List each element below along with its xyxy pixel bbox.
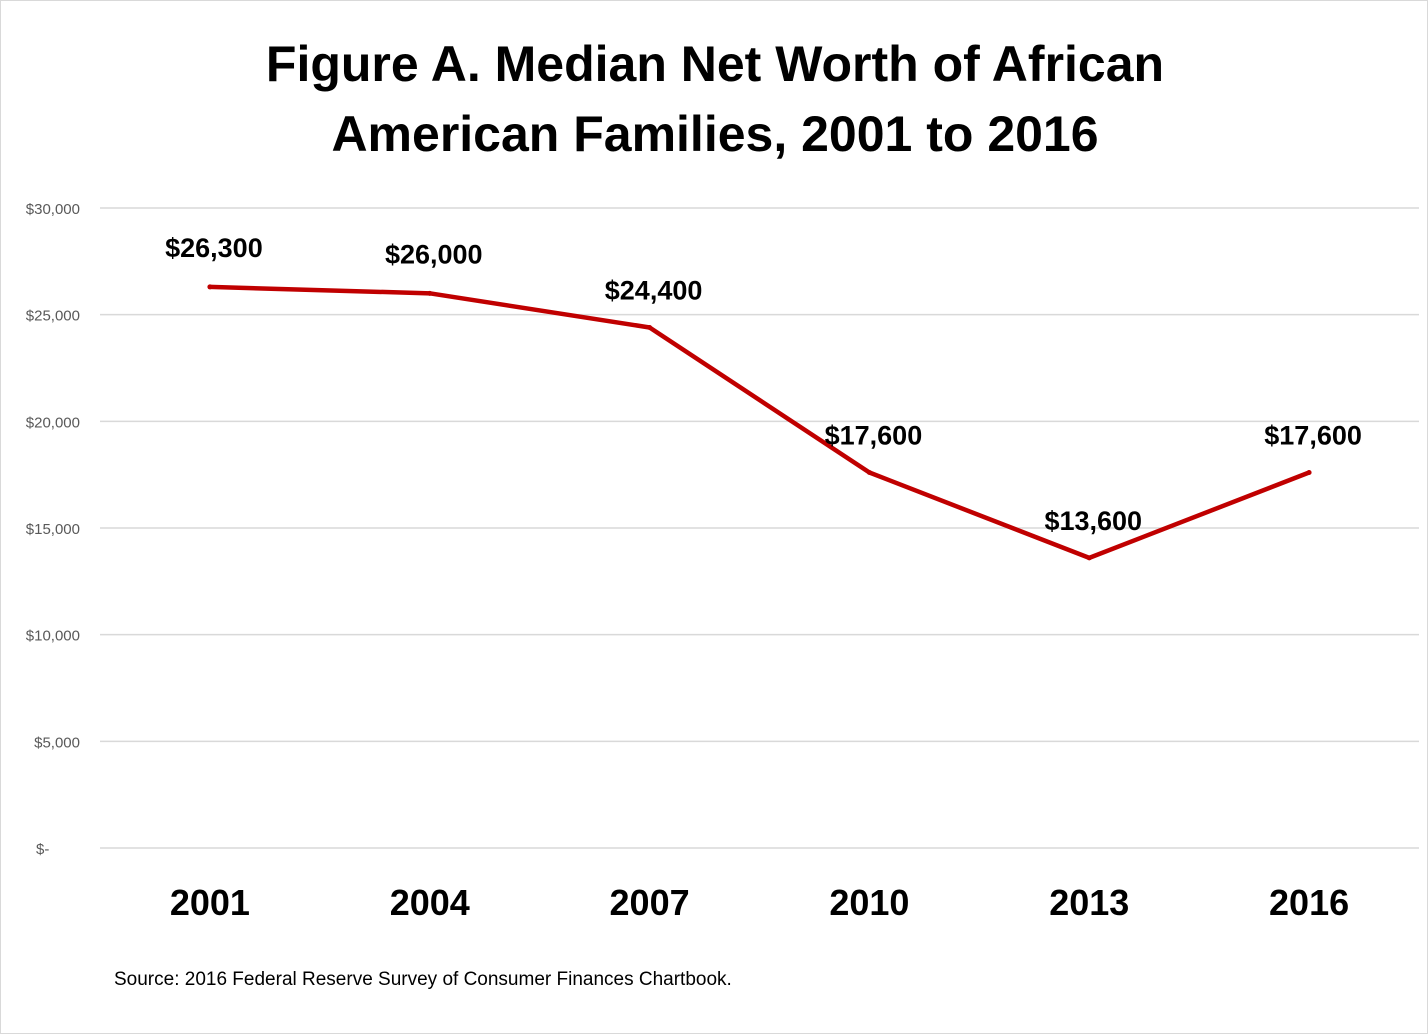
gridlines <box>100 207 1419 849</box>
data-point <box>1086 555 1092 561</box>
data-label: $17,600 <box>1264 421 1362 451</box>
x-tick-label: 2010 <box>829 882 909 923</box>
y-tick-label: $10,000 <box>26 628 80 645</box>
source-note: Source: 2016 Federal Reserve Survey of C… <box>114 969 732 990</box>
y-tick-label: $- <box>36 841 49 858</box>
data-point <box>207 284 213 290</box>
data-point <box>866 470 872 476</box>
data-label: $17,600 <box>825 421 923 451</box>
y-tick-label: $15,000 <box>26 521 80 538</box>
x-tick-label: 2001 <box>170 882 250 923</box>
x-axis-ticks: 2001 2004 2007 2010 2013 2016 <box>170 882 1349 923</box>
data-label: $24,400 <box>605 275 703 305</box>
series-line <box>207 284 1312 561</box>
x-tick-label: 2013 <box>1049 882 1129 923</box>
data-label: $13,600 <box>1044 506 1142 536</box>
y-tick-label: $30,000 <box>26 201 80 218</box>
chart-title: Figure A. Median Net Worth of African Am… <box>1 29 1428 169</box>
x-tick-label: 2004 <box>390 882 470 923</box>
data-label: $26,300 <box>165 233 263 263</box>
data-point <box>647 324 653 330</box>
data-labels: $26,300 $26,000 $24,400 $17,600 $13,600 $17,6… <box>165 233 1362 536</box>
y-axis-ticks: $- $5,000 $10,000 $15,000 $20,000 $25,000 $30,… <box>26 201 80 858</box>
data-point <box>427 290 433 296</box>
y-tick-label: $5,000 <box>34 734 80 751</box>
x-tick-label: 2007 <box>610 882 690 923</box>
data-point <box>1306 470 1312 476</box>
series <box>207 284 1312 561</box>
chart-title-line-1: Figure A. Median Net Worth of African <box>265 36 1165 92</box>
x-tick-label: 2016 <box>1269 882 1349 923</box>
data-label: $26,000 <box>385 239 483 269</box>
y-tick-label: $20,000 <box>26 414 80 431</box>
chart-title-line-2: American Families, 2001 to 2016 <box>331 106 1099 162</box>
y-tick-label: $25,000 <box>26 308 80 325</box>
